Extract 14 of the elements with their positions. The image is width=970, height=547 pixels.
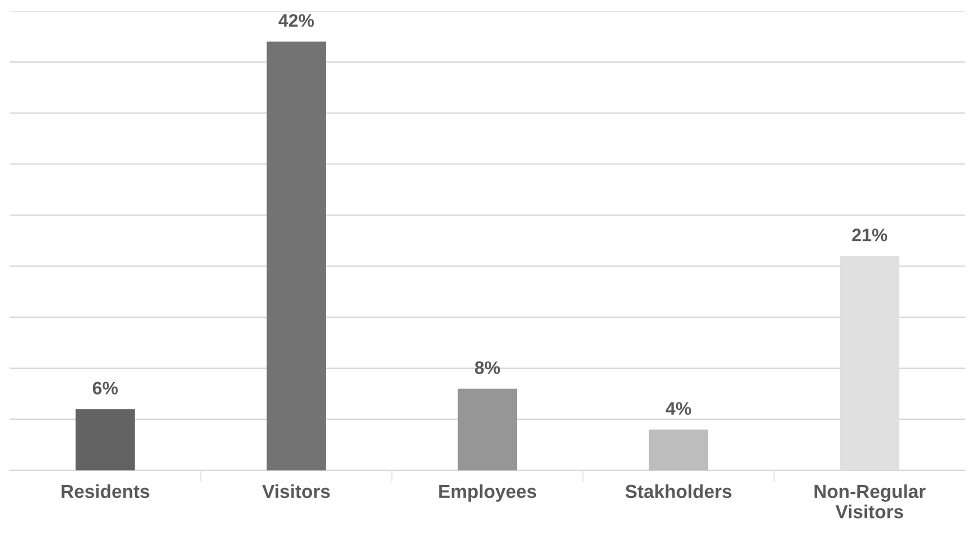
x-tick-label: Visitors (262, 484, 330, 498)
x-tick-label: Employees (439, 484, 536, 502)
bar (458, 388, 518, 470)
data-label: 8% (474, 361, 500, 374)
bar (266, 42, 326, 470)
x-tick-label: Non-Regular Visitors (814, 484, 926, 518)
bar (648, 430, 708, 470)
data-label: 6% (92, 382, 118, 394)
x-tick-label: Residents (62, 484, 150, 498)
data-label: 21% (852, 228, 888, 242)
data-label: 42% (278, 14, 314, 27)
data-label: 4% (666, 402, 692, 415)
bar (76, 409, 135, 470)
x-tick-label: Stakholders (625, 484, 732, 498)
